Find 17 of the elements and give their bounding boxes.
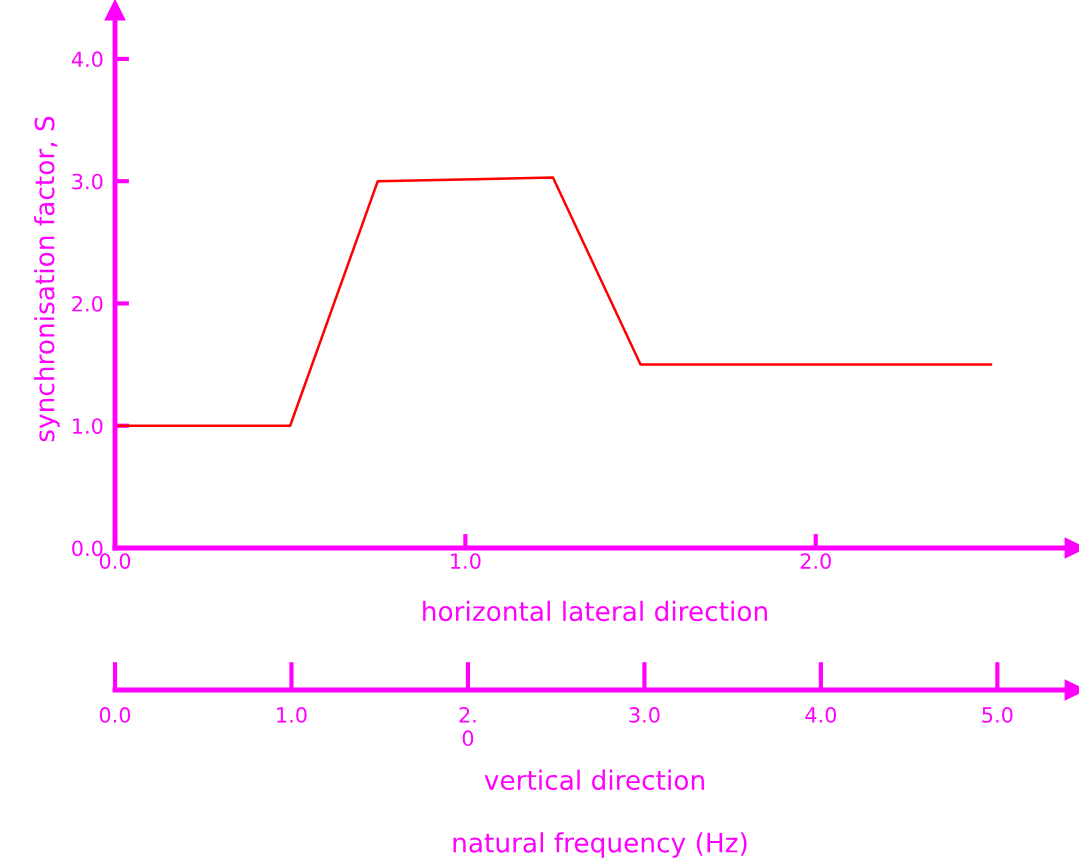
x-axis-title: horizontal lateral direction xyxy=(423,600,767,622)
y-tick-label: 3.0 xyxy=(72,173,103,190)
x2-tick-label: 1.0 xyxy=(277,707,307,723)
y-tick-label: 2.0 xyxy=(72,295,103,312)
text: natural frequency (Hz) xyxy=(453,832,747,858)
y-tick-label: 4.0 xyxy=(71,51,103,68)
x2-tick-label: 4.0 xyxy=(805,707,837,723)
x2-tick-label: 5.0 xyxy=(982,707,1013,723)
y-axis-title: synchronisation factor, S xyxy=(34,116,60,442)
x2-tick-label: 3.0 xyxy=(629,707,660,723)
x-tick-label: 2.0 xyxy=(800,553,831,569)
x2-axis-title: vertical direction xyxy=(484,769,704,791)
y-tick-label: 1.0 xyxy=(73,418,103,434)
x2-tick-label: 0.0 xyxy=(99,707,131,723)
x2-tick-label: 2. 0 xyxy=(459,707,476,747)
x-tick-label: 1.0 xyxy=(451,553,481,569)
line-series xyxy=(115,176,993,427)
